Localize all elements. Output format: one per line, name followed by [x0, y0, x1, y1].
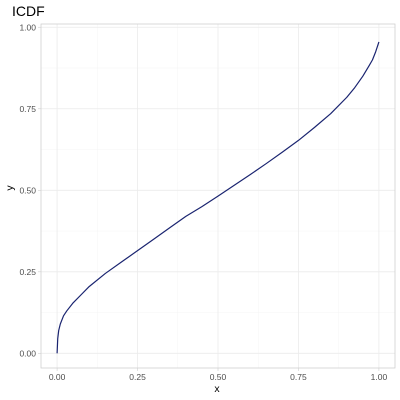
y-tick-labels: 0.00 0.25 0.50 0.75 1.00 — [19, 22, 36, 358]
chart-title: ICDF — [12, 3, 45, 19]
x-tick-label: 0.25 — [129, 372, 146, 382]
grid-lines — [41, 24, 395, 368]
x-tick-label: 0.00 — [49, 372, 66, 382]
y-tick-label: 0.25 — [19, 267, 36, 277]
x-tick-label: 0.50 — [210, 372, 227, 382]
y-tick-label: 1.00 — [19, 22, 36, 32]
y-tick-label: 0.50 — [19, 185, 36, 195]
y-tick-label: 0.00 — [19, 348, 36, 358]
series-layer — [56, 41, 380, 354]
series-line-0 — [56, 41, 380, 354]
x-tick-labels: 0.00 0.25 0.50 0.75 1.00 — [49, 372, 388, 382]
x-tick-label: 1.00 — [371, 372, 388, 382]
x-axis-title: x — [214, 383, 220, 395]
y-axis-title: y — [4, 185, 16, 191]
tick-marks — [38, 26, 380, 371]
x-tick-label: 0.75 — [290, 372, 307, 382]
y-tick-label: 0.75 — [19, 104, 36, 114]
